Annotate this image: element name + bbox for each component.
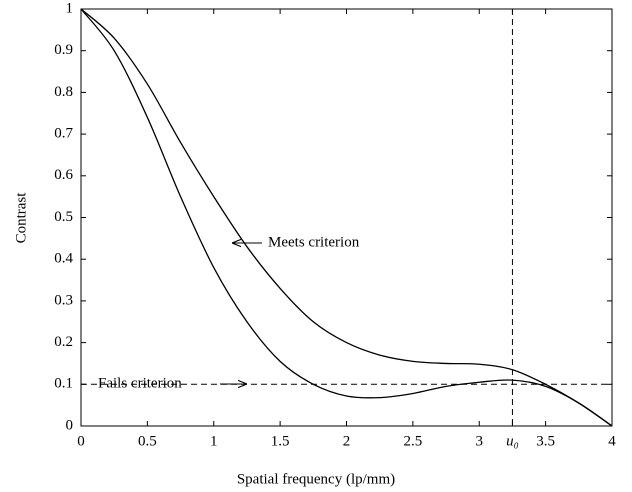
y-tick-label: 0.9 — [54, 42, 73, 58]
x-axis-label: Spatial frequency (lp/mm) — [237, 471, 395, 487]
x-tick-label: 1 — [210, 433, 218, 449]
x-tick-label: 1.5 — [271, 433, 290, 449]
y-tick-label: 0.3 — [54, 292, 73, 308]
plot-frame — [80, 8, 613, 427]
x-tick-label: 4 — [608, 433, 616, 449]
y-tick-label: 0 — [66, 417, 74, 433]
y-tick-label: 1 — [66, 0, 74, 16]
curve — [80, 8, 613, 427]
y-tick-label: 0.8 — [54, 84, 73, 100]
curve — [80, 8, 613, 427]
y-tick-label: 0.6 — [54, 167, 73, 183]
y-axis-label: Contrast — [13, 192, 29, 244]
y-tick-label: 0.7 — [54, 126, 73, 142]
y-tick-label: 0.5 — [54, 209, 73, 225]
y-tick-label: 0.1 — [54, 376, 73, 392]
x-tick-label: 2 — [343, 433, 351, 449]
x-tick-label: 3.5 — [536, 433, 555, 449]
y-tick-label: 0.2 — [54, 334, 73, 350]
y-tick-label: 0.4 — [54, 251, 73, 267]
x-tick-label: 2.5 — [404, 433, 423, 449]
x-tick-label: 0 — [77, 433, 85, 449]
annotation: Meets criterion — [268, 234, 360, 250]
x-tick-label: 0.5 — [138, 433, 157, 449]
x-tick-label: u₀ — [506, 433, 519, 449]
annotation: Fails criterion — [98, 375, 182, 391]
x-tick-label: 3 — [476, 433, 484, 449]
